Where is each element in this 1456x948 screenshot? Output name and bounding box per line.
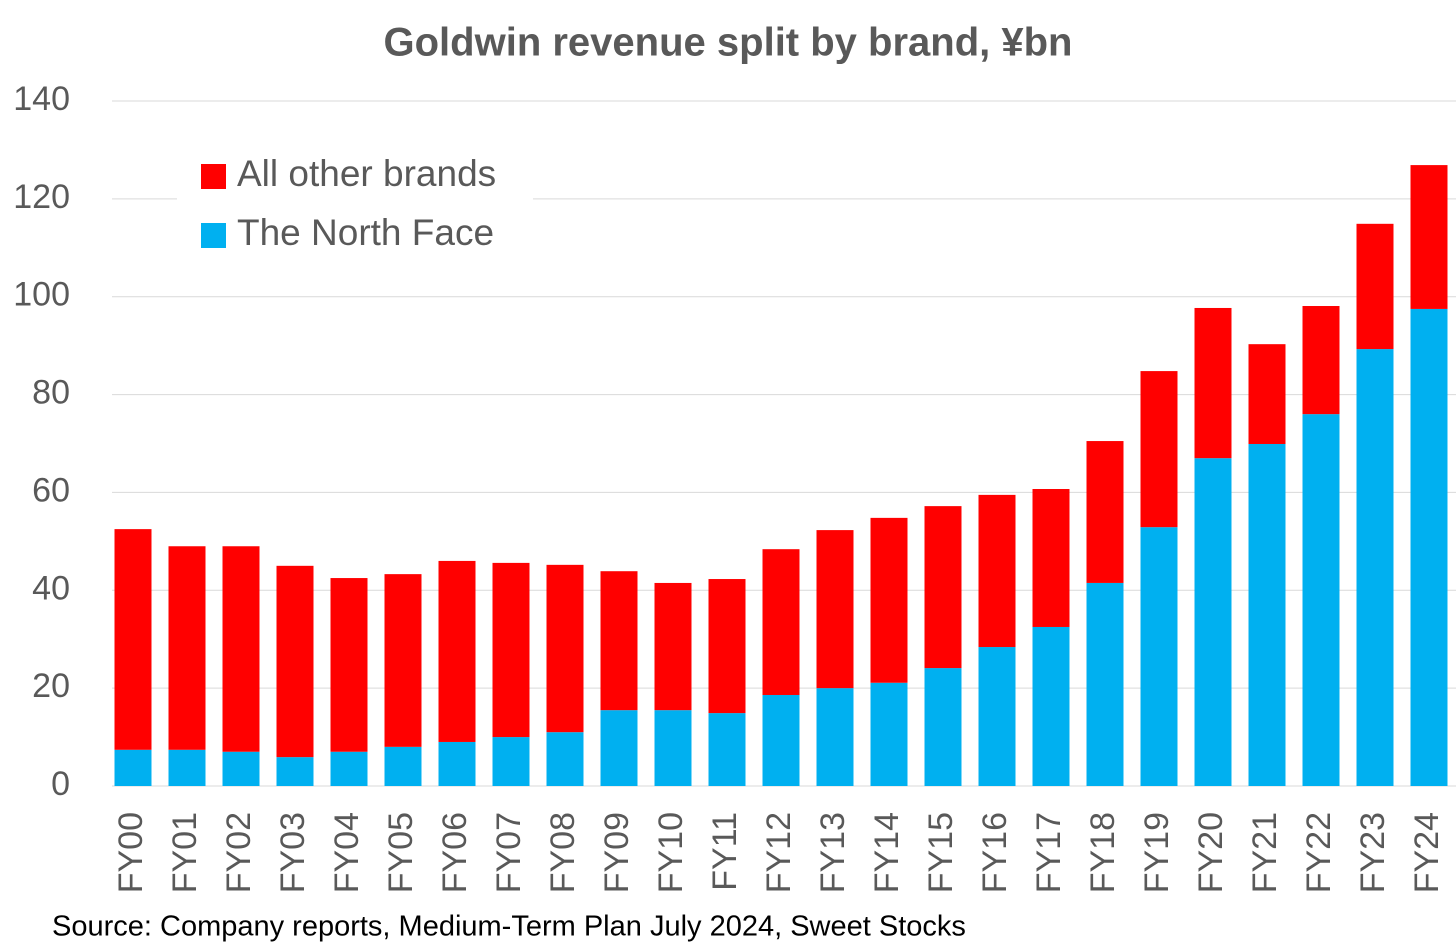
x-tick-label: FY11 [706, 812, 744, 891]
x-tick-label: FY23 [1354, 812, 1392, 893]
bar-segment [654, 710, 692, 786]
y-tick-label: 60 [32, 471, 70, 509]
bar-segment [276, 757, 314, 786]
bar-segment [870, 517, 908, 683]
bar-segment [1248, 344, 1286, 444]
legend-swatch [201, 223, 226, 248]
bar-segment [114, 749, 152, 786]
bar-segment [1248, 443, 1286, 786]
bar-segment [924, 506, 962, 669]
bar-segment [1194, 307, 1232, 459]
bar-segment [114, 529, 152, 750]
x-tick-label: FY10 [652, 812, 690, 893]
x-tick-label: FY19 [1138, 812, 1176, 893]
bar-segment [1356, 349, 1394, 786]
x-tick-label: FY22 [1300, 812, 1338, 893]
bar-segment [168, 546, 206, 750]
y-tick-label: 100 [13, 276, 70, 314]
legend-label: All other brands [237, 153, 496, 194]
bar-segment [762, 694, 800, 786]
bar-segment [438, 741, 476, 786]
bar-segment [1194, 458, 1232, 786]
x-tick-label: FY18 [1084, 812, 1122, 893]
x-tick-label: FY08 [544, 812, 582, 893]
bar-segment [168, 749, 206, 786]
bar-segment [924, 668, 962, 786]
bar-segment [276, 565, 314, 758]
x-tick-label: FY01 [166, 812, 204, 893]
legend-box [177, 145, 533, 266]
bar-segment [1356, 223, 1394, 350]
bar-segment [330, 578, 368, 752]
bar-segment [654, 582, 692, 711]
y-tick-label: 140 [13, 80, 70, 118]
bar-segment [816, 688, 854, 786]
bar-segment [1410, 165, 1448, 309]
x-tick-label: FY16 [976, 812, 1014, 893]
source-note: Source: Company reports, Medium-Term Pla… [52, 911, 966, 943]
x-tick-label: FY21 [1246, 812, 1284, 893]
legend-label: The North Face [237, 212, 494, 253]
y-tick-label: 40 [32, 569, 70, 607]
y-tick-label: 120 [13, 178, 70, 216]
bar-segment [546, 564, 584, 733]
bar-segment [1140, 371, 1178, 528]
bar-segment [330, 751, 368, 786]
x-tick-label: FY15 [922, 812, 960, 893]
x-tick-label: FY14 [868, 812, 906, 893]
bar-segment [1410, 308, 1448, 786]
legend-swatch [201, 164, 226, 189]
bar-segment [384, 574, 422, 747]
bar-segment [978, 494, 1016, 648]
chart-title: Goldwin revenue split by brand, ¥bn [384, 21, 1073, 65]
x-tick-label: FY20 [1192, 812, 1230, 893]
x-tick-label: FY13 [814, 812, 852, 893]
bar-segment [546, 732, 584, 786]
bar-segment [1302, 306, 1340, 415]
x-tick-label: FY24 [1408, 812, 1446, 893]
bar-segment [816, 530, 854, 689]
bar-segment [870, 682, 908, 786]
x-tick-label: FY03 [274, 812, 312, 893]
y-tick-label: 0 [51, 765, 70, 803]
x-tick-label: FY00 [112, 812, 150, 893]
x-tick-label: FY12 [760, 812, 798, 893]
bar-segment [492, 562, 530, 738]
bar-segment [708, 579, 746, 714]
x-tick-label: FY09 [598, 812, 636, 893]
bar-segment [978, 647, 1016, 786]
bar-segment [222, 546, 260, 752]
y-tick-label: 80 [32, 374, 70, 412]
bar-segment [600, 571, 638, 711]
bar-segment [1140, 527, 1178, 786]
bar-segment [384, 746, 422, 786]
x-tick-label: FY02 [220, 812, 258, 893]
bar-segment [1032, 626, 1070, 786]
x-tick-label: FY17 [1030, 812, 1068, 893]
bar-segment [1032, 489, 1070, 627]
x-tick-label: FY07 [490, 812, 528, 893]
bar-segment [600, 710, 638, 786]
bar-segment [492, 737, 530, 786]
bar-segment [222, 751, 260, 786]
bar-segment [1086, 441, 1124, 583]
bar-segment [1302, 414, 1340, 786]
y-tick-label: 20 [32, 667, 70, 705]
x-tick-label: FY06 [436, 812, 474, 893]
bar-segment [708, 713, 746, 786]
x-tick-label: FY04 [328, 812, 366, 893]
x-tick-label: FY05 [382, 812, 420, 893]
bar-segment [1086, 582, 1124, 786]
bar-segment [762, 549, 800, 695]
bar-segment [438, 560, 476, 742]
